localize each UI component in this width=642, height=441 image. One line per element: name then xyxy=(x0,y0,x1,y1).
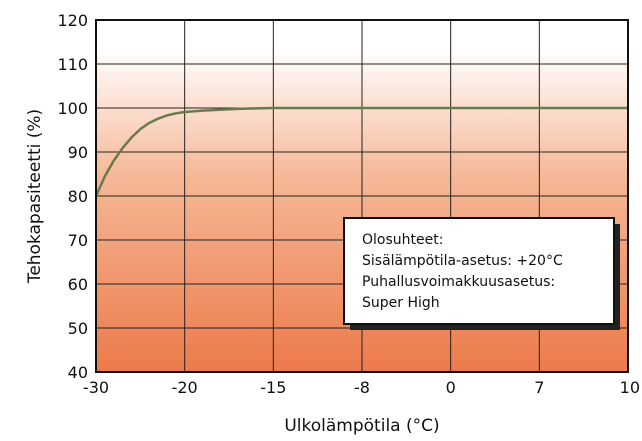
plot-area-frame xyxy=(95,19,629,373)
x-tick-label-6: 10 xyxy=(620,378,640,397)
y-tick-labels: 40 50 60 70 80 90 100 110 120 xyxy=(57,11,88,382)
x-tick-label-4: 0 xyxy=(446,378,456,397)
x-tick-labels: -30 -20 -15 -8 0 7 10 xyxy=(83,378,640,397)
y-tick-label-60: 60 xyxy=(68,275,88,294)
y-tick-label-110: 110 xyxy=(57,55,88,74)
x-tick-label-1: -20 xyxy=(172,378,198,397)
x-axis-title: Ulkolämpötila (°C) xyxy=(284,416,439,436)
x-tick-label-5: 7 xyxy=(534,378,544,397)
annotation-box: Olosuhteet: Sisälämpötila-asetus: +20°C … xyxy=(343,217,620,330)
y-axis-title: Tehokapasiteetti (%) xyxy=(25,109,45,284)
y-tick-label-80: 80 xyxy=(68,187,88,206)
x-tick-label-3: -8 xyxy=(354,378,370,397)
x-tick-label-2: -15 xyxy=(260,378,286,397)
y-tick-label-100: 100 xyxy=(57,99,88,118)
annotation-line-1: Olosuhteet: xyxy=(362,232,443,248)
y-tick-label-90: 90 xyxy=(68,143,88,162)
series-line xyxy=(94,106,628,197)
annotation-line-2: Sisälämpötila-asetus: +20°C xyxy=(362,253,563,269)
y-tick-label-70: 70 xyxy=(68,231,88,250)
y-tick-label-40: 40 xyxy=(68,363,88,382)
annotation-frame xyxy=(343,217,615,325)
annotation-line-4: Super High xyxy=(362,295,440,311)
y-tick-label-50: 50 xyxy=(68,319,88,338)
y-tick-label-120: 120 xyxy=(57,11,88,30)
x-tick-label-0: -30 xyxy=(83,378,109,397)
annotation-line-3: Puhallusvoimakkuusasetus: xyxy=(362,274,555,290)
